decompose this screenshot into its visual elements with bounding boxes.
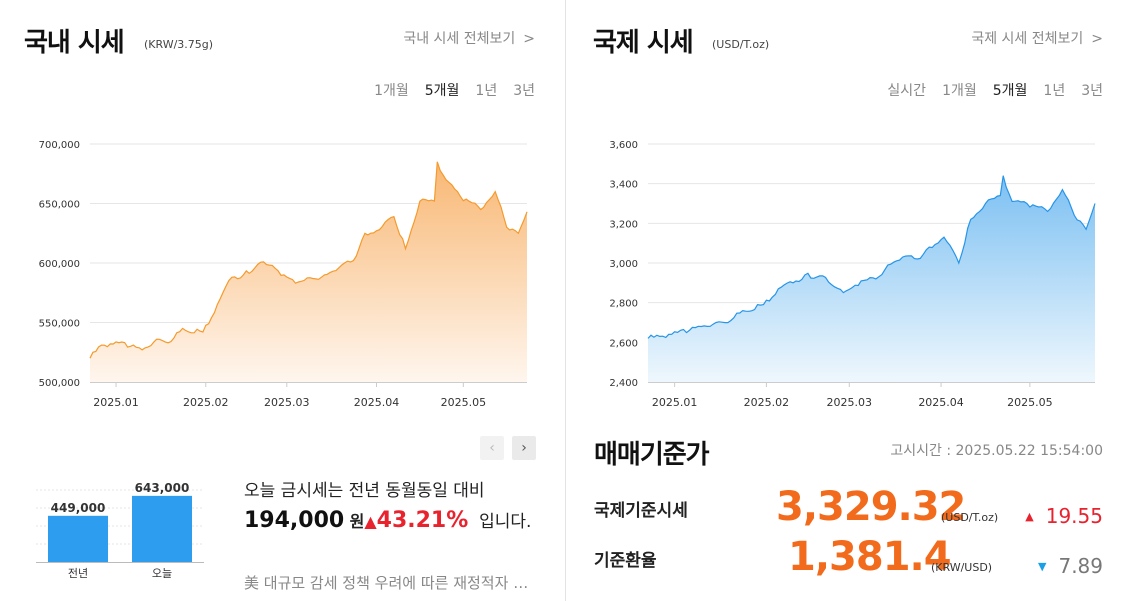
- international-y-tick-label: 3,600: [609, 140, 638, 151]
- international-title: 국제 시세: [593, 28, 694, 58]
- prev-page-button[interactable]: ‹: [480, 436, 504, 460]
- international-panel: 국제 시세 (USD/T.oz) 국제 시세 전체보기 > 실시간 1개월 5개월 1년…: [566, 0, 1130, 601]
- notice-time: 고시시간 : 2025.05.22 15:54:00: [890, 443, 1103, 459]
- bar-category-label: 오늘: [152, 567, 172, 580]
- international-y-tick-label: 2,600: [609, 338, 638, 349]
- intl-standard-value: 3,329.32: [776, 484, 966, 530]
- chevron-right-icon: >: [523, 31, 535, 47]
- domestic-unit: (KRW/3.75g): [144, 38, 214, 51]
- intl-standard-change: ▲ 19.55: [1025, 504, 1103, 528]
- international-y-tick-label: 3,200: [609, 219, 638, 230]
- chevron-right-icon: >: [1091, 31, 1103, 47]
- bar-1: [132, 495, 192, 562]
- domestic-x-tick-label: 2025.05: [441, 396, 487, 409]
- tab-domestic-1[interactable]: 5개월: [424, 83, 460, 99]
- international-x-tick-label: 2025.02: [744, 396, 790, 409]
- next-page-button[interactable]: ›: [512, 436, 536, 460]
- exchange-rate-unit: (KRW/USD): [931, 561, 993, 574]
- domestic-y-tick-label: 550,000: [39, 319, 80, 330]
- international-series-line: [647, 175, 1096, 339]
- international-x-tick-label: 2025.04: [918, 396, 964, 409]
- international-y-tick-label: 3,000: [609, 259, 638, 270]
- news-headline-link[interactable]: 美 대규모 감세 정책 우려에 따른 재정적자 확대 우려: [244, 574, 534, 592]
- exchange-rate-change: ▼ 7.89: [1038, 554, 1103, 578]
- tab-domestic-2[interactable]: 1년: [475, 83, 498, 99]
- domestic-y-tick-label: 700,000: [39, 140, 80, 151]
- today-won: 원: [349, 512, 365, 531]
- tab-international-3[interactable]: 1년: [1043, 83, 1066, 99]
- yearly-compare-bar-chart: 449,000 전년 643,000 오늘: [36, 481, 204, 580]
- domestic-x-tick-label: 2025.04: [354, 396, 400, 409]
- today-suffix: 입니다.: [479, 512, 532, 532]
- down-arrow-icon: ▼: [1038, 560, 1047, 573]
- international-y-tick-label: 2,400: [609, 378, 638, 389]
- international-x-tick-label: 2025.05: [1007, 396, 1053, 409]
- international-area-fill: [648, 175, 1095, 382]
- domestic-x-tick-label: 2025.03: [264, 396, 310, 409]
- up-arrow-icon: ▲: [1025, 510, 1034, 523]
- standard-price-title: 매매기준가: [594, 440, 710, 470]
- international-y-tick-label: 3,400: [609, 180, 638, 191]
- domestic-price-chart: 500,000 550,000 600,000 650,000 700,000 2025.…: [39, 140, 528, 409]
- domestic-view-all-link[interactable]: 국내 시세 전체보기 >: [403, 28, 535, 48]
- today-summary: 오늘 금시세는 전년 동월동일 대비 194,000 원▲43.21% 입니다.: [244, 477, 534, 537]
- domestic-title: 국내 시세: [24, 28, 125, 58]
- international-y-tick-label: 2,800: [609, 299, 638, 310]
- domestic-y-tick-label: 650,000: [39, 200, 80, 211]
- tab-domestic-3[interactable]: 3년: [513, 83, 535, 99]
- international-view-all-link[interactable]: 국제 시세 전체보기 >: [971, 28, 1103, 48]
- intl-standard-unit: (USD/T.oz): [941, 511, 999, 524]
- domestic-y-tick-label: 500,000: [39, 378, 80, 389]
- exchange-rate-change-value: 7.89: [1058, 554, 1103, 578]
- domestic-panel: 국내 시세 (KRW/3.75g) 국내 시세 전체보기 > 1개월 5개월 1년 3년…: [24, 28, 536, 592]
- tab-international-2[interactable]: 5개월: [992, 83, 1028, 99]
- today-prefix: 오늘 금시세는 전년 동월동일 대비: [244, 481, 485, 501]
- panel-divider: [565, 0, 566, 601]
- tab-international-4[interactable]: 3년: [1081, 83, 1103, 99]
- intl-standard-change-value: 19.55: [1045, 504, 1103, 528]
- bar-value-label: 449,000: [51, 501, 106, 515]
- domestic-series-line: [89, 161, 528, 359]
- international-x-tick-label: 2025.01: [652, 396, 698, 409]
- international-x-tick-label: 2025.03: [827, 396, 873, 409]
- bar-category-label: 전년: [68, 567, 88, 580]
- international-view-all-label: 국제 시세 전체보기: [971, 31, 1084, 47]
- international-unit: (USD/T.oz): [712, 38, 770, 51]
- intl-standard-label: 국제기준시세: [594, 501, 688, 521]
- today-pct: 43.21%: [376, 508, 469, 533]
- bar-0: [48, 515, 108, 562]
- domestic-y-tick-label: 600,000: [39, 259, 80, 270]
- domestic-period-tabs: 1개월 5개월 1년 3년: [358, 80, 535, 99]
- exchange-rate-label: 기준환율: [594, 551, 657, 571]
- domestic-x-tick-label: 2025.01: [93, 396, 139, 409]
- exchange-rate-value: 1,381.4: [788, 534, 952, 580]
- tab-international-1[interactable]: 1개월: [942, 83, 977, 99]
- domestic-area-fill: [90, 161, 527, 382]
- today-diff: 194,000: [244, 508, 345, 533]
- international-period-tabs: 실시간 1개월 5개월 1년 3년: [871, 80, 1103, 99]
- up-arrow-icon: ▲: [364, 512, 377, 531]
- tab-domestic-0[interactable]: 1개월: [374, 83, 409, 99]
- tab-international-0[interactable]: 실시간: [887, 83, 927, 99]
- international-price-chart: 2,400 2,600 2,800 3,000 3,200 3,400 3,600 2025.…: [609, 140, 1096, 409]
- bar-value-label: 643,000: [135, 481, 190, 495]
- domestic-x-tick-label: 2025.02: [183, 396, 229, 409]
- domestic-view-all-label: 국내 시세 전체보기: [403, 31, 516, 47]
